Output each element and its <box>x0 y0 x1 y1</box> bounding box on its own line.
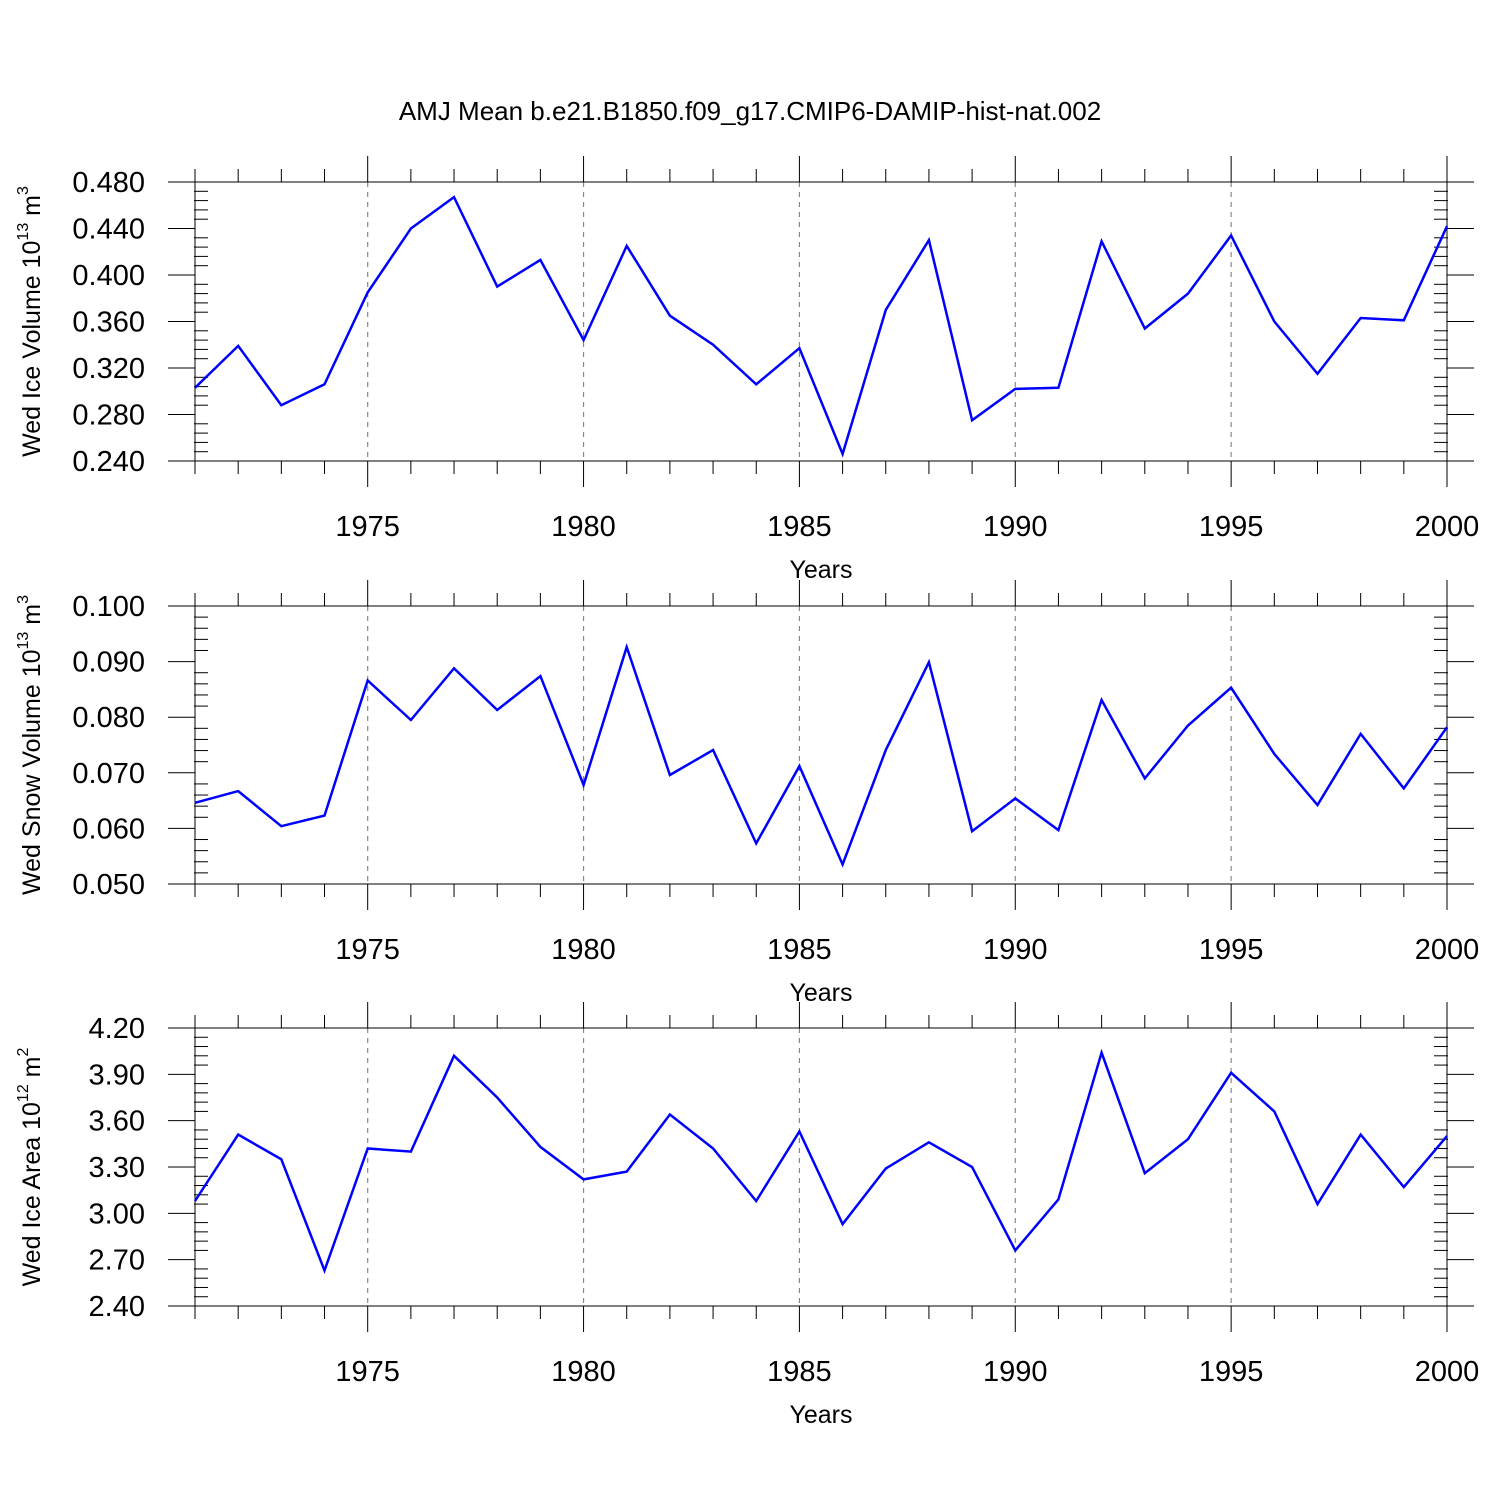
y-tick-label: 0.440 <box>72 214 145 246</box>
x-axis-title: Years <box>789 1401 852 1429</box>
x-axis-title: Years <box>789 556 852 584</box>
y-tick-label: 3.60 <box>89 1106 145 1138</box>
x-tick-label: 1995 <box>1199 1356 1264 1388</box>
y-axis-title-unit-exponent: 3 <box>15 186 32 195</box>
series-line <box>193 1048 1448 1275</box>
y-axis-title-exponent: 12 <box>15 1084 32 1102</box>
x-tick-label: 1975 <box>335 1356 400 1388</box>
x-tick-label: 1980 <box>551 511 616 543</box>
x-tick-label: 1990 <box>983 511 1048 543</box>
panel-3: 1975 1980 1985 1990 1995 2000 2.40 2.70 3.00 3.30… <box>15 1002 1479 1429</box>
y-tick-label: 0.480 <box>72 167 145 199</box>
y-axis-title-exponent: 13 <box>15 223 32 241</box>
y-axis-title: Wed Ice Volume 1013 m3 <box>15 186 46 457</box>
y-axis-title-unit-exponent: 3 <box>15 595 32 604</box>
y-axis-title-exponent: 13 <box>15 632 32 650</box>
y-tick-label: 0.100 <box>72 591 145 623</box>
y-tick-label: 0.320 <box>72 353 145 385</box>
y-tick-label: 4.20 <box>89 1013 145 1045</box>
x-tick-label: 2000 <box>1415 934 1480 966</box>
x-tick-label: 2000 <box>1415 511 1480 543</box>
y-axis-title: Wed Ice Area 1012 m2 <box>15 1047 46 1286</box>
y-tick-label: 0.080 <box>72 702 145 734</box>
series-line <box>194 195 1449 458</box>
panel-2: 1975 1980 1985 1990 1995 2000 0.050 0.060 0.070 0… <box>15 580 1479 1007</box>
x-tick-label: 2000 <box>1415 1356 1480 1388</box>
x-tick-label: 1980 <box>551 934 616 966</box>
y-tick-label: 3.30 <box>89 1152 145 1184</box>
y-tick-label: 0.070 <box>72 758 145 790</box>
y-tick-label: 2.70 <box>89 1245 145 1277</box>
y-axis-title-main: Wed Ice Volume 10 <box>18 241 46 457</box>
x-axis-title: Years <box>789 979 852 1007</box>
y-axis-title-unit: m <box>18 195 46 223</box>
y-axis-title-main: Wed Snow Volume 10 <box>18 649 46 895</box>
y-axis-title: Wed Snow Volume 1013 m3 <box>15 595 46 895</box>
y-tick-label: 0.360 <box>72 307 145 339</box>
panels-group: 1975 1980 1985 1990 1995 2000 0.240 0.280 0.320 0… <box>15 156 1479 1429</box>
y-axis-title-unit-exponent: 2 <box>15 1047 32 1056</box>
y-tick-label: 0.050 <box>72 869 145 901</box>
y-tick-label: 0.060 <box>72 813 145 845</box>
y-tick-label: 0.090 <box>72 647 145 679</box>
x-tick-label: 1985 <box>767 934 832 966</box>
y-tick-label: 0.240 <box>72 446 145 478</box>
x-tick-label: 1985 <box>767 511 832 543</box>
chart-title: AMJ Mean b.e21.B1850.f09_g17.CMIP6-DAMIP… <box>399 96 1101 126</box>
x-tick-label: 1975 <box>335 934 400 966</box>
x-tick-label: 1990 <box>983 934 1048 966</box>
y-tick-label: 0.400 <box>72 260 145 292</box>
panel-1: 1975 1980 1985 1990 1995 2000 0.240 0.280 0.320 0… <box>15 156 1479 584</box>
y-tick-label: 3.90 <box>89 1059 145 1091</box>
y-tick-label: 0.280 <box>72 400 145 432</box>
x-tick-label: 1995 <box>1199 511 1264 543</box>
x-tick-label: 1980 <box>551 1356 616 1388</box>
x-tick-label: 1985 <box>767 1356 832 1388</box>
x-tick-label: 1995 <box>1199 934 1264 966</box>
x-tick-label: 1990 <box>983 1356 1048 1388</box>
y-axis-title-main: Wed Ice Area 10 <box>18 1102 46 1286</box>
y-tick-label: 2.40 <box>89 1291 145 1323</box>
y-axis-title-unit: m <box>18 1056 46 1084</box>
x-tick-label: 1975 <box>335 511 400 543</box>
series-line <box>194 643 1449 868</box>
y-axis-title-unit: m <box>18 604 46 632</box>
y-tick-label: 3.00 <box>89 1198 145 1230</box>
